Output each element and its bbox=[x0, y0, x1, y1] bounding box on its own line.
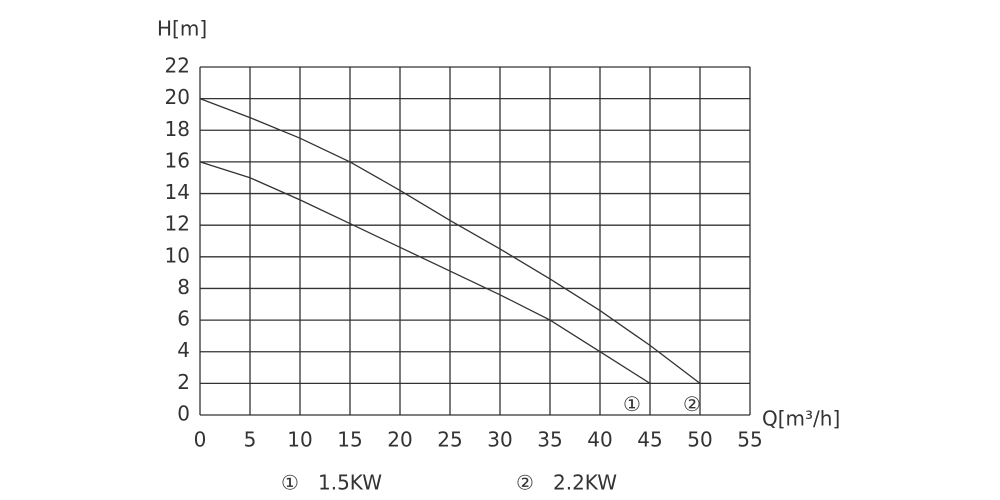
y-tick-label: 22 bbox=[165, 54, 190, 78]
x-tick-label: 0 bbox=[194, 428, 207, 452]
x-tick-label: 50 bbox=[687, 428, 712, 452]
x-axis-label: Q[m³/h] bbox=[762, 407, 840, 431]
legend-label: 1.5KW bbox=[318, 471, 382, 495]
curve bbox=[199, 98, 701, 384]
y-tick-label: 2 bbox=[177, 370, 190, 394]
x-tick-label: 25 bbox=[437, 428, 462, 452]
curve bbox=[199, 161, 651, 384]
x-tick-label: 55 bbox=[737, 428, 762, 452]
y-tick-label: 12 bbox=[165, 212, 190, 236]
x-tick-label: 45 bbox=[637, 428, 662, 452]
y-tick-label: 20 bbox=[165, 85, 190, 109]
curve-label: ① bbox=[623, 392, 641, 416]
x-tick-label: 35 bbox=[537, 428, 562, 452]
x-tick-label: 30 bbox=[487, 428, 512, 452]
y-tick-label: 18 bbox=[165, 117, 190, 141]
y-tick-label: 8 bbox=[177, 275, 190, 299]
y-axis-label: H[m] bbox=[157, 17, 207, 41]
y-tick-label: 14 bbox=[165, 180, 190, 204]
y-tick-label: 16 bbox=[165, 148, 190, 172]
y-tick-label: 10 bbox=[165, 243, 190, 267]
x-tick-label: 40 bbox=[587, 428, 612, 452]
y-tick-label: 6 bbox=[177, 307, 190, 331]
y-tick-label: 4 bbox=[177, 338, 190, 362]
x-tick-label: 5 bbox=[244, 428, 257, 452]
y-tick-label: 0 bbox=[177, 402, 190, 426]
curve-label: ② bbox=[683, 392, 701, 416]
legend-marker: ① bbox=[281, 471, 299, 495]
legend-marker: ② bbox=[516, 471, 534, 495]
x-tick-label: 20 bbox=[387, 428, 412, 452]
x-tick-label: 15 bbox=[337, 428, 362, 452]
x-tick-label: 10 bbox=[287, 428, 312, 452]
legend-label: 2.2KW bbox=[553, 471, 617, 495]
